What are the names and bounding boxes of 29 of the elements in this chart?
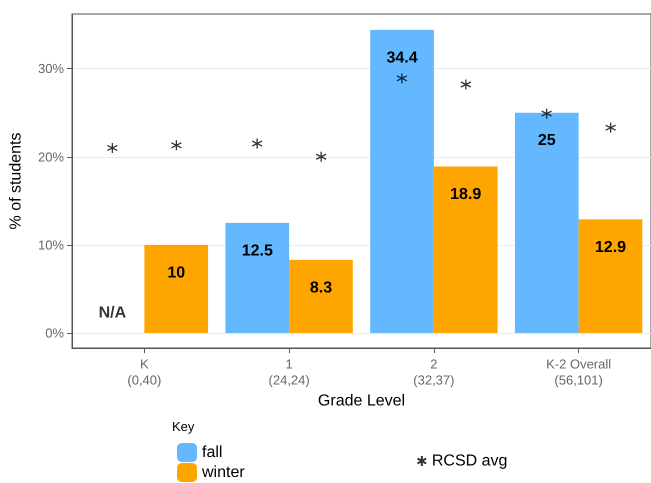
bar: [225, 222, 290, 334]
bar: [370, 30, 434, 334]
annotation: N/A: [98, 304, 127, 322]
y-tick-label: 10%: [38, 237, 64, 252]
legend-label: RCSD avg: [432, 452, 508, 470]
data-label: 12.5: [242, 242, 273, 260]
x-tick-label: 2 (32,37): [413, 356, 454, 388]
x-tick-label: K-2 Overall (56,101): [546, 356, 612, 388]
x-tick-label: K (0,40): [127, 356, 162, 388]
y-tick-label: 30%: [38, 61, 64, 76]
data-label: 10: [167, 264, 186, 282]
x-tick-label: 1 (24,24): [268, 356, 310, 388]
y-tick-label: 20%: [38, 149, 64, 164]
data-label: 34.4: [386, 49, 418, 66]
bar: [434, 166, 498, 334]
y-tick-label: 0%: [45, 326, 64, 341]
data-label: 25: [538, 132, 556, 150]
bar: [514, 112, 579, 334]
y-axis-title: % of students: [8, 132, 24, 230]
data-label: 8.3: [310, 279, 332, 296]
legend-label: fall: [202, 444, 222, 461]
bar: [578, 219, 642, 334]
legend-label: winter: [201, 464, 246, 481]
legend-title: Key: [172, 419, 195, 434]
bar: [289, 260, 353, 334]
data-label: 18.9: [450, 186, 482, 203]
bar: [144, 244, 208, 334]
data-label: 12.9: [594, 238, 626, 256]
x-axis-title: Grade Level: [318, 392, 406, 410]
